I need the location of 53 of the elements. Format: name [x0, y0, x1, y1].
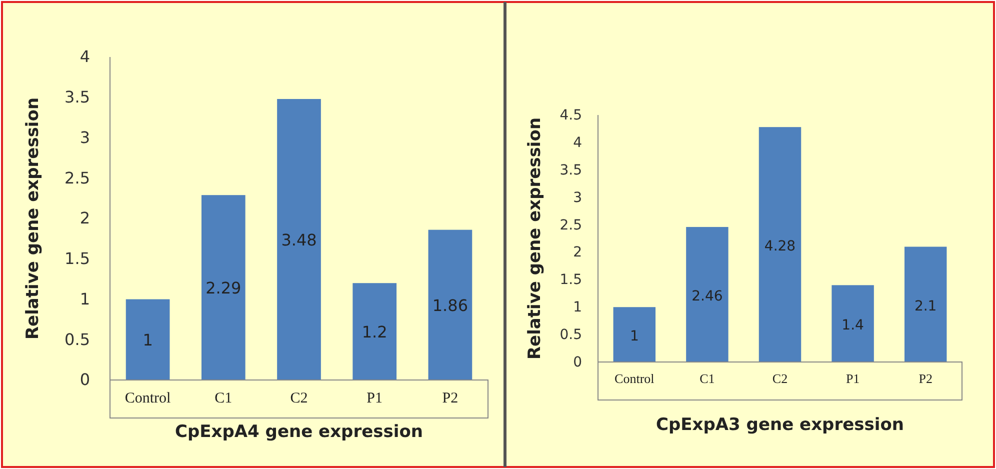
y-tick-label: 3	[80, 128, 90, 147]
data-label: 1	[630, 328, 639, 345]
data-label: 1.4	[842, 318, 864, 334]
y-tick-label: 0.5	[560, 327, 582, 344]
bar	[201, 195, 246, 380]
y-tick-label: 0.5	[64, 330, 90, 349]
data-label: 1.2	[362, 322, 388, 342]
x-tick-label: Control	[614, 371, 655, 386]
data-label: 1	[142, 330, 153, 350]
y-tick-label: 1.5	[64, 248, 90, 268]
bar	[686, 226, 728, 362]
y-tick-label: 1.5	[560, 272, 582, 288]
bar	[758, 127, 802, 362]
bar	[126, 299, 170, 380]
bar	[428, 230, 472, 380]
bar	[904, 246, 947, 362]
x-tick-label: P2	[442, 390, 458, 407]
y-tick-label: 1	[80, 289, 90, 308]
data-label: 3.48	[281, 230, 317, 250]
y-tick-label: 3.5	[64, 87, 90, 106]
y-tick-label: 2	[573, 244, 582, 261]
x-tick-label: C1	[700, 371, 715, 386]
y-tick-label: 3	[573, 190, 582, 206]
x-tick-label: C2	[772, 371, 788, 386]
y-tick-label: 4.5	[560, 107, 582, 124]
x-tick-label: P2	[918, 371, 932, 386]
x-tick-label: C1	[214, 390, 232, 407]
data-label: 2.46	[692, 288, 723, 304]
x-tick-label: C2	[290, 390, 308, 407]
data-label: 2.29	[206, 278, 242, 298]
data-label: 4.28	[764, 238, 796, 255]
y-axis-title: Relative gene expression	[525, 117, 545, 360]
y-tick-label: 3.5	[560, 162, 582, 178]
x-axis-title: CpExpA3 gene expression	[656, 415, 904, 435]
y-tick-label: 2	[80, 208, 90, 228]
bar	[352, 283, 397, 380]
x-tick-label: P1	[846, 371, 860, 386]
y-tick-label: 0	[80, 370, 90, 390]
y-tick-label: 2.5	[64, 168, 90, 188]
bar	[832, 285, 874, 362]
y-tick-label: 0	[573, 354, 582, 370]
y-tick-label: 2.5	[560, 217, 582, 234]
y-tick-label: 4	[573, 134, 582, 151]
y-tick-label: 1	[573, 300, 582, 316]
x-tick-label: P1	[366, 390, 383, 407]
y-tick-label: 4	[80, 47, 90, 66]
y-axis-title: Relative gene expression	[23, 97, 43, 340]
x-axis-title: CpExpA4 gene expression	[175, 422, 423, 442]
data-label: 2.1	[914, 298, 937, 314]
bar	[613, 307, 656, 362]
bar	[277, 98, 321, 380]
x-tick-label: Control	[124, 390, 171, 407]
data-label: 1.86	[432, 296, 468, 315]
